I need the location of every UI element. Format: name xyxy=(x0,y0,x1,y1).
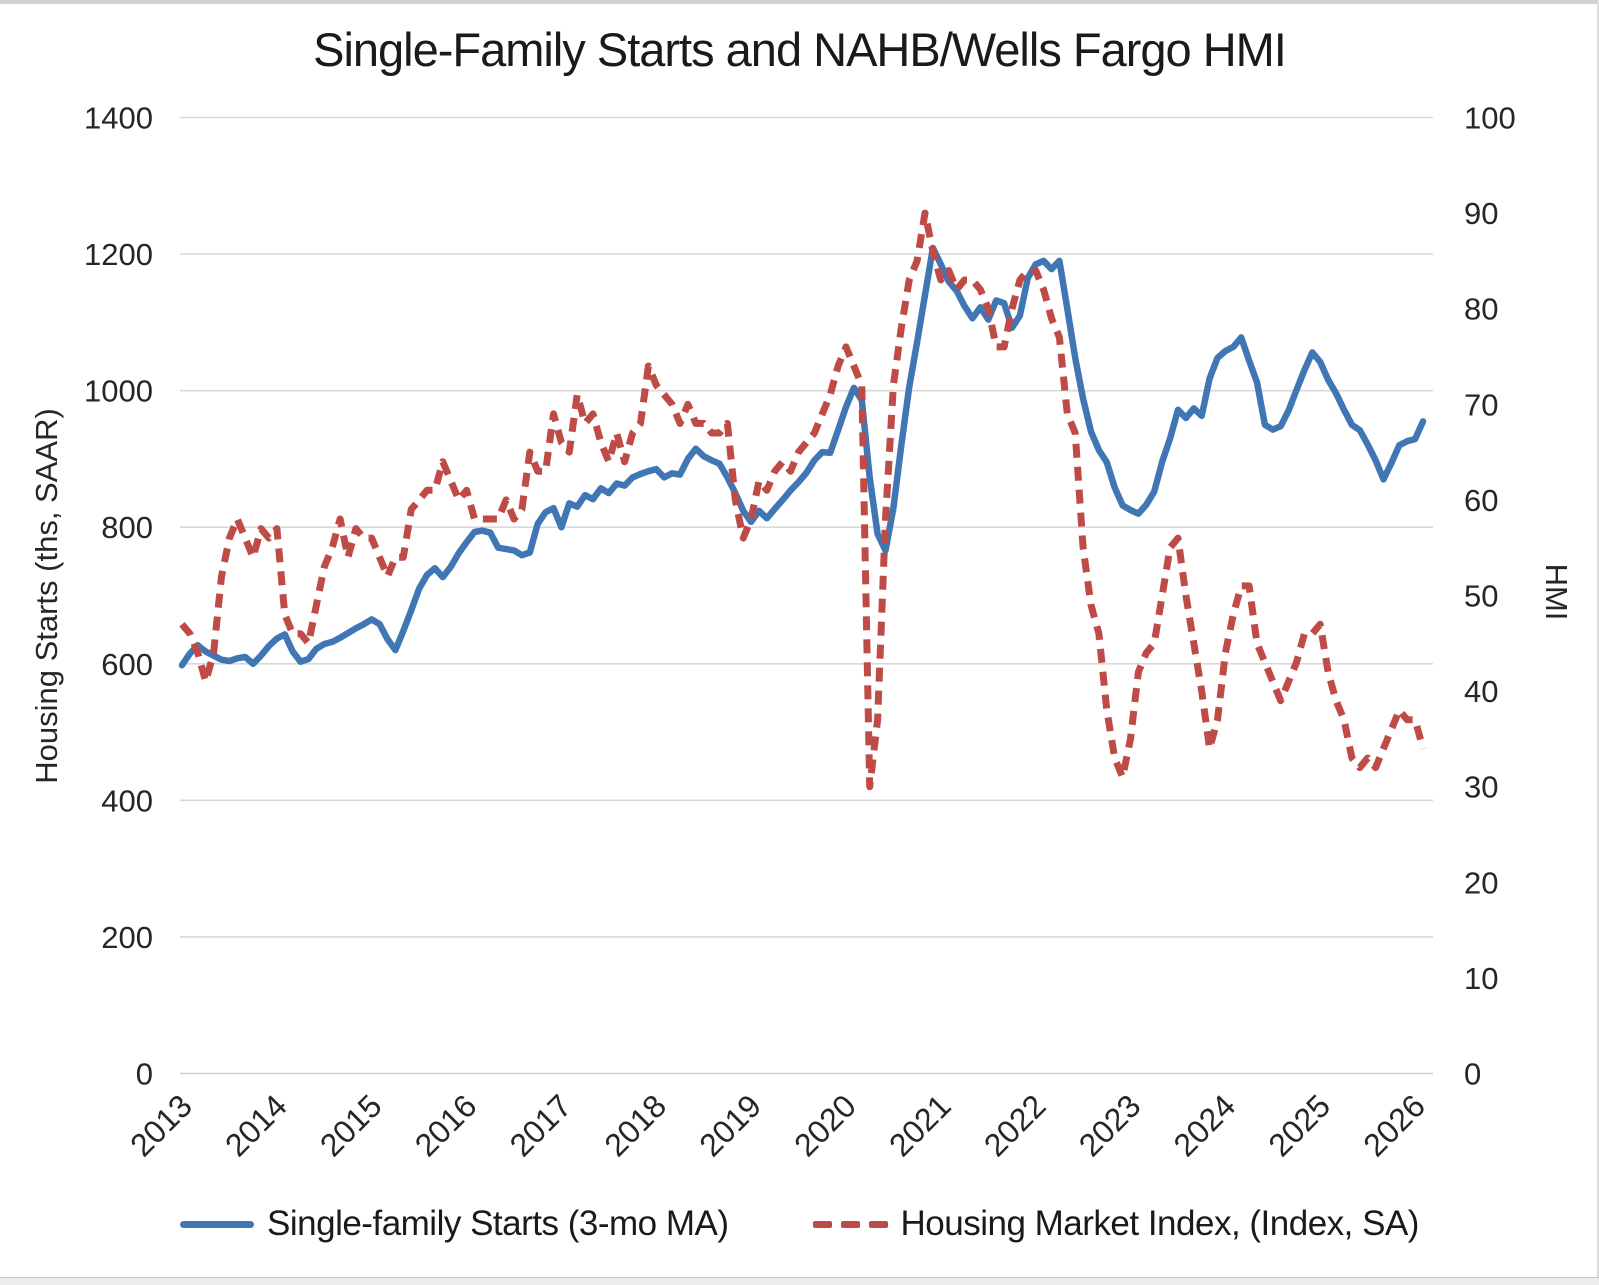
y-right-tick-label: 70 xyxy=(1464,387,1498,422)
y-right-tick-label: 40 xyxy=(1464,674,1498,709)
window-top-edge xyxy=(0,0,1599,4)
y-right-tick-label: 90 xyxy=(1464,196,1498,231)
y-right-tick-label: 60 xyxy=(1464,483,1498,518)
y-left-tick-label: 0 xyxy=(136,1057,153,1092)
x-year-tick-label: 2025 xyxy=(1261,1087,1337,1163)
legend-label-starts: Single-family Starts (3-mo MA) xyxy=(267,1204,729,1243)
dashed-line-swatch-icon xyxy=(812,1220,888,1228)
y-right-tick-label: 20 xyxy=(1464,865,1498,900)
y-left-tick-label: 400 xyxy=(101,783,153,818)
x-axis-year-labels: 2013 2014 2015 2016 2017 2018 2019 2020 2021 2022… xyxy=(123,1087,1432,1163)
x-year-tick-label: 2020 xyxy=(787,1087,863,1163)
y-left-tick-label: 600 xyxy=(101,647,153,682)
housing-market-index-line xyxy=(179,209,1427,791)
x-year-tick-label: 2013 xyxy=(123,1087,199,1163)
y-right-tick-label: 0 xyxy=(1464,1057,1481,1092)
y-left-tick-label: 200 xyxy=(101,920,153,955)
solid-line-swatch-icon xyxy=(180,1220,255,1228)
x-year-tick-label: 2015 xyxy=(313,1087,389,1163)
legend-label-hmi: Housing Market Index, (Index, SA) xyxy=(900,1204,1420,1243)
y-right-tick-label: 100 xyxy=(1464,101,1516,136)
single-family-starts-line xyxy=(178,244,1427,669)
x-year-tick-label: 2016 xyxy=(408,1087,484,1163)
y-axis-left-tick-labels: 0 200 400 600 800 1000 1200 1400 xyxy=(84,101,153,1092)
x-year-tick-label: 2026 xyxy=(1356,1087,1432,1163)
y-left-tick-label: 1400 xyxy=(84,101,153,136)
chart-title: Single-Family Starts and NAHB/Wells Farg… xyxy=(313,23,1287,76)
y-right-tick-label: 50 xyxy=(1464,579,1498,614)
y-axis-left-title: Housing Starts (ths, SAAR) xyxy=(29,408,64,784)
x-year-tick-label: 2023 xyxy=(1072,1087,1148,1163)
y-left-tick-label: 1000 xyxy=(84,374,153,409)
y-axis-right-tick-labels: 0 10 20 30 40 50 60 70 80 90 100 xyxy=(1464,101,1516,1092)
x-year-tick-label: 2021 xyxy=(882,1087,958,1163)
x-year-tick-label: 2014 xyxy=(218,1087,294,1163)
y-right-tick-label: 30 xyxy=(1464,770,1498,805)
x-year-tick-label: 2018 xyxy=(597,1087,673,1163)
y-axis-right-title: HMI xyxy=(1539,564,1574,621)
x-year-tick-label: 2022 xyxy=(977,1087,1053,1163)
x-year-tick-label: 2019 xyxy=(692,1087,768,1163)
y-right-tick-label: 80 xyxy=(1464,292,1498,327)
y-left-tick-label: 1200 xyxy=(84,237,153,272)
legend: Single-family Starts (3-mo MA) Housing M… xyxy=(0,1204,1599,1244)
legend-item-starts: Single-family Starts (3-mo MA) xyxy=(180,1204,729,1244)
y-right-tick-label: 10 xyxy=(1464,961,1498,996)
x-year-tick-label: 2024 xyxy=(1167,1087,1243,1163)
x-year-tick-label: 2017 xyxy=(503,1087,579,1163)
legend-item-hmi: Housing Market Index, (Index, SA) xyxy=(812,1204,1420,1244)
window-bottom-edge xyxy=(0,1277,1599,1285)
y-left-tick-label: 800 xyxy=(101,510,153,545)
window-right-edge xyxy=(1597,0,1599,1285)
gridlines xyxy=(180,116,1433,1075)
